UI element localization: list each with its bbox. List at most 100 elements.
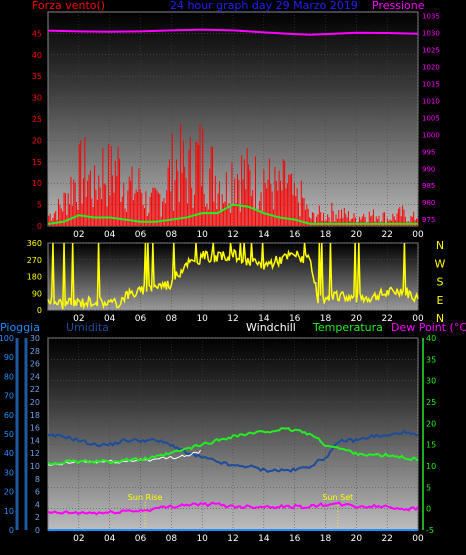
wind-tick-label: 35 <box>32 72 42 81</box>
chart-title: 24 hour graph day 29 Marzo 2019 <box>170 0 358 12</box>
humidity-tick-label: 12 <box>30 449 40 458</box>
x-tick-label: 14 <box>258 534 270 544</box>
temp-tick-label: 30 <box>426 377 436 386</box>
x-tick-label: 04 <box>104 314 116 324</box>
temp-tick-label: 15 <box>426 441 436 450</box>
x-tick-label: 16 <box>289 314 301 324</box>
rain-tick-label: 10 <box>4 507 14 516</box>
x-tick-label: 18 <box>320 534 332 544</box>
x-tick-label: 02 <box>73 314 84 324</box>
humidity-tick-label: 20 <box>30 398 40 407</box>
temp-tick-label: 40 <box>426 334 436 343</box>
wind-axis-label: Forza vento() <box>32 0 105 12</box>
humidity-tick-label: 30 <box>30 334 40 343</box>
plot-layer: Sun Rise Sun Set <box>47 28 419 531</box>
rain-tick-label: 20 <box>4 488 14 497</box>
humidity-tick-label: 26 <box>30 360 40 369</box>
x-tick-label: 00 <box>412 230 424 240</box>
dewpoint-label: Dew Point (°C) <box>391 321 466 334</box>
humidity-tick-label: 8 <box>35 475 40 484</box>
x-tick-label: 14 <box>258 314 270 324</box>
humidity-tick-label: 2 <box>35 513 40 522</box>
pressure-tick-label: 1035 <box>422 12 440 20</box>
compass-label: N <box>436 239 444 252</box>
pressure-tick-label: 990 <box>422 165 435 173</box>
x-tick-label: 18 <box>320 314 332 324</box>
x-tick-label: 00 <box>412 534 424 544</box>
compass-label: W <box>435 257 446 270</box>
x-tick-label: 10 <box>196 534 208 544</box>
x-tick-label: 08 <box>166 314 178 324</box>
temp-tick-label: 5 <box>426 483 431 492</box>
rain-tick-label: 70 <box>4 392 14 401</box>
wind-tick-label: 0 <box>37 222 42 231</box>
temp-tick-label: 10 <box>426 462 436 471</box>
temperature-line <box>47 427 419 466</box>
humidity-tick-label: 24 <box>30 372 40 381</box>
x-tick-label: 22 <box>381 230 392 240</box>
pressure-tick-label: 980 <box>422 199 435 207</box>
rain-tick-label: 90 <box>4 353 14 362</box>
x-tick-label: 06 <box>135 314 147 324</box>
x-tick-label: 04 <box>104 534 116 544</box>
x-tick-label: 16 <box>289 534 301 544</box>
wind-tick-label: 45 <box>32 29 42 38</box>
temperature-label: Temperatura <box>312 321 383 334</box>
temp-tick-label: 25 <box>426 398 436 407</box>
gridlines <box>48 12 419 531</box>
pressure-axis-label: Pressione <box>372 0 425 12</box>
rain-tick-label: 50 <box>4 430 14 439</box>
direction-tick-label: 90 <box>32 289 42 298</box>
wind-tick-label: 15 <box>32 158 42 167</box>
windchill-line <box>47 449 202 467</box>
x-tick-label: 06 <box>135 534 147 544</box>
rain-axis-label: Pioggia <box>0 321 40 334</box>
rain-tick-label: 0 <box>9 526 14 535</box>
x-tick-label: 22 <box>381 314 392 324</box>
sunrise-label: Sun Rise <box>128 493 163 502</box>
x-tick-label: 20 <box>351 534 363 544</box>
x-tick-label: 08 <box>166 534 178 544</box>
temp-tick-label: -5 <box>426 526 434 535</box>
humidity-line <box>47 429 419 474</box>
humidity-tick-label: 22 <box>30 385 40 394</box>
direction-tick-label: 180 <box>27 273 42 282</box>
temp-tick-label: 20 <box>426 419 436 428</box>
x-tick-label: 18 <box>320 230 332 240</box>
x-tick-label: 14 <box>258 230 270 240</box>
wind-tick-label: 5 <box>37 201 42 210</box>
humidity-axis-label: Umidita <box>66 321 109 334</box>
direction-line <box>47 242 419 310</box>
x-tick-label: 04 <box>104 230 116 240</box>
wind-panel <box>47 11 419 227</box>
pressure-tick-label: 1030 <box>422 29 440 37</box>
x-tick-label: 12 <box>227 534 238 544</box>
x-tick-label: 20 <box>351 230 363 240</box>
x-tick-label: 08 <box>166 230 178 240</box>
direction-tick-label: 360 <box>27 239 42 248</box>
dewpoint-line <box>47 501 419 516</box>
humidity-tick-label: 28 <box>30 347 40 356</box>
x-tick-label: 12 <box>227 314 238 324</box>
humidity-tick-label: 0 <box>35 526 40 535</box>
pressure-tick-label: 1020 <box>422 63 440 71</box>
compass-label: E <box>437 294 444 307</box>
pressure-tick-label: 995 <box>422 148 435 156</box>
sunset-label: Sun Set <box>322 493 353 502</box>
x-tick-label: 12 <box>227 230 238 240</box>
direction-tick-label: 270 <box>27 256 42 265</box>
humidity-tick-label: 14 <box>30 436 40 445</box>
wind-average-line <box>47 203 418 225</box>
pressure-tick-label: 975 <box>422 216 435 224</box>
x-tick-label: 10 <box>196 230 208 240</box>
wind-tick-label: 10 <box>32 179 42 188</box>
temp-tick-label: 35 <box>426 355 436 364</box>
wind-tick-label: 30 <box>32 94 42 103</box>
x-tick-label: 02 <box>73 230 84 240</box>
rain-tick-label: 100 <box>0 334 14 343</box>
pressure-tick-label: 1005 <box>422 114 440 122</box>
pressure-line <box>47 28 419 36</box>
x-tick-label: 16 <box>289 230 301 240</box>
